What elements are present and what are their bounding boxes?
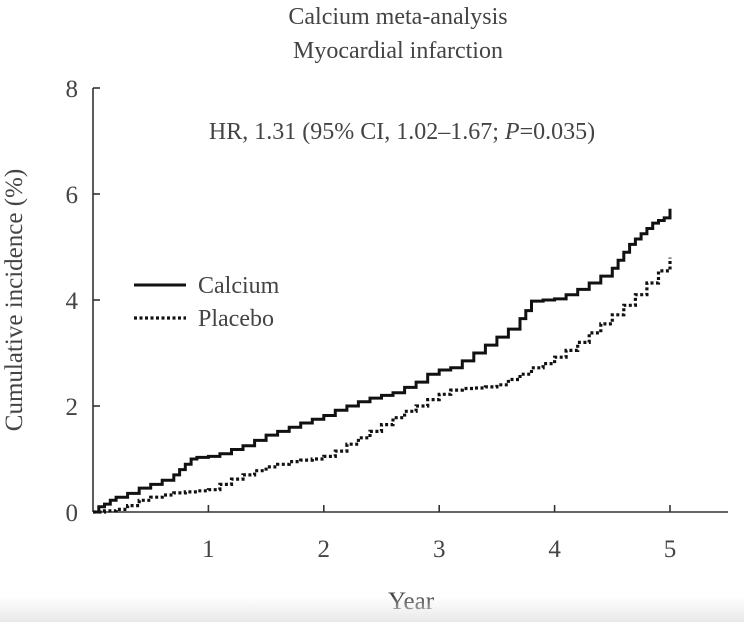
series-line-placebo <box>93 257 672 514</box>
chart-subtitle: Myocardial infarction <box>293 38 503 64</box>
y-axis-label: Cumulative incidence (%) <box>1 169 28 431</box>
hr-annotation: HR, 1.31 (95% CI, 1.02–1.67; P=0.035) <box>209 119 595 145</box>
y-tick-label: 0 <box>66 500 79 527</box>
x-tick-label: 5 <box>664 536 677 563</box>
hr-annotation-p-italic: P <box>504 119 520 145</box>
y-tick-label: 2 <box>66 394 79 421</box>
x-ticks: 1 2 3 4 5 <box>202 505 676 563</box>
x-tick-label: 2 <box>318 536 331 563</box>
x-tick-label: 4 <box>548 536 561 563</box>
hr-annotation-prefix: HR, 1.31 (95% CI, 1.02–1.67; <box>209 119 505 145</box>
legend-label-placebo: Placebo <box>198 306 274 332</box>
series-layer <box>93 208 672 514</box>
legend-label-calcium: Calcium <box>198 273 280 299</box>
y-tick-label: 6 <box>66 182 79 209</box>
series-line-calcium <box>93 208 672 514</box>
y-tick-label: 8 <box>66 76 79 103</box>
y-ticks: 0 2 4 6 8 <box>66 76 100 527</box>
legend: Calcium Placebo <box>134 273 280 332</box>
hr-annotation-suffix: =0.035) <box>520 119 596 145</box>
chart-title: Calcium meta-analysis <box>288 4 507 30</box>
x-tick-label: 1 <box>202 536 215 563</box>
bottom-shadow <box>0 596 744 622</box>
x-tick-label: 3 <box>433 536 446 563</box>
y-tick-label: 4 <box>66 288 79 315</box>
